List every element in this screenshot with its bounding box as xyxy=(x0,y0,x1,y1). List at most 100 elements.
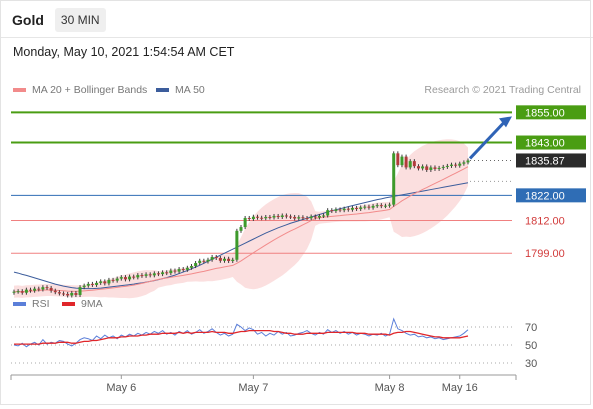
candle-body xyxy=(20,291,24,293)
candle-body xyxy=(441,166,445,168)
candle-body xyxy=(371,205,375,208)
candle-body xyxy=(305,217,309,219)
candle-body xyxy=(466,160,470,163)
time-label: May 7 xyxy=(238,382,268,394)
candle-body xyxy=(132,276,136,278)
candle-body xyxy=(256,216,260,218)
candle-body xyxy=(53,290,57,293)
candle-body xyxy=(383,205,387,207)
bollinger-band xyxy=(14,139,468,299)
candle-body xyxy=(359,207,363,209)
candle-body xyxy=(322,215,326,217)
timeframe-badge[interactable]: 30 MIN xyxy=(54,8,106,32)
last-price-tag xyxy=(516,153,586,168)
candle-body xyxy=(317,215,321,218)
candle-body xyxy=(181,269,185,271)
candle-body xyxy=(330,210,334,212)
candle-body xyxy=(396,153,400,166)
candle-body xyxy=(33,288,37,291)
header-divider xyxy=(0,37,593,38)
legend-ma50: MA 50 xyxy=(156,84,205,96)
candle-body xyxy=(247,217,251,219)
candle-body xyxy=(454,164,458,166)
candle-body xyxy=(404,156,408,168)
candle-body xyxy=(276,215,280,217)
candle-body xyxy=(169,270,173,274)
candle-body xyxy=(408,161,412,168)
rsi-line xyxy=(13,317,469,348)
legend-rsi: RSI xyxy=(13,298,50,310)
last-price-label: 1835.87 xyxy=(525,155,565,167)
level-tag-1822.00 xyxy=(516,188,586,203)
candle-body xyxy=(136,275,140,278)
candle-body xyxy=(95,282,99,285)
candle-body xyxy=(57,292,61,294)
candle-body xyxy=(239,227,243,231)
candle-body xyxy=(74,292,78,295)
level-label-1799.00: 1799.00 xyxy=(525,248,565,260)
candle-body xyxy=(185,267,189,270)
candle-body xyxy=(123,277,127,280)
candle-body xyxy=(49,287,53,291)
candle-body xyxy=(24,289,28,293)
candle-body xyxy=(218,257,222,261)
candle-body xyxy=(128,276,132,280)
time-label: May 6 xyxy=(106,382,136,394)
candle-body xyxy=(313,216,317,218)
candle-body xyxy=(210,256,214,260)
candle-body xyxy=(367,206,371,208)
legend-ma50-label: MA 50 xyxy=(175,84,205,96)
candle-body xyxy=(206,259,210,262)
candle-body xyxy=(243,217,247,228)
level-tag-1855.00 xyxy=(516,105,586,120)
candle-body xyxy=(268,216,272,218)
candle-body xyxy=(103,281,107,284)
candle-body xyxy=(222,258,226,261)
candle-body xyxy=(400,156,404,166)
time-label: May 8 xyxy=(375,382,405,394)
candle-body xyxy=(429,167,433,170)
credit-text: Research © 2021 Trading Central xyxy=(424,84,581,96)
candle-body xyxy=(293,216,297,219)
candle-body xyxy=(445,165,449,167)
legend-rsi-label: RSI xyxy=(32,298,50,310)
candle-body xyxy=(107,279,111,284)
legend-bollinger: MA 20 + Bollinger Bands xyxy=(13,84,147,96)
candle-body xyxy=(260,217,264,219)
candle-body xyxy=(66,293,70,296)
candle-body xyxy=(235,230,239,260)
candle-body xyxy=(301,217,305,219)
timestamp: Monday, May 10, 2021 1:54:54 AM CET xyxy=(13,45,235,59)
candle-body xyxy=(41,287,45,290)
candle-body xyxy=(425,166,429,170)
candle-body xyxy=(202,260,206,262)
candle-body xyxy=(412,161,416,167)
candle-body xyxy=(156,273,160,275)
candle-body xyxy=(29,289,33,291)
chart-header: Gold 30 MIN xyxy=(0,6,106,34)
candle-body xyxy=(86,283,90,286)
forecast-arrow-shaft xyxy=(468,119,508,160)
forecast-arrow-head xyxy=(499,116,512,128)
candle-body xyxy=(379,205,383,207)
legend-bollinger-label: MA 20 + Bollinger Bands xyxy=(32,84,148,96)
candle-body xyxy=(214,256,218,258)
candle-body xyxy=(416,166,420,169)
candle-body xyxy=(280,215,284,217)
candle-body xyxy=(99,281,103,283)
candle-body xyxy=(449,164,453,166)
candle-body xyxy=(284,215,288,217)
candle-body xyxy=(421,166,425,169)
candle-body xyxy=(264,216,268,219)
candle-body xyxy=(392,153,396,205)
candle-body xyxy=(144,274,148,276)
time-label: May 16 xyxy=(442,382,478,394)
candle-body xyxy=(326,210,330,216)
candle-body xyxy=(334,209,338,211)
candle-body xyxy=(437,167,441,169)
candle-body xyxy=(152,273,156,276)
ma50-swatch xyxy=(156,88,169,92)
candle-body xyxy=(37,288,41,290)
level-tag-1843.00 xyxy=(516,135,586,150)
